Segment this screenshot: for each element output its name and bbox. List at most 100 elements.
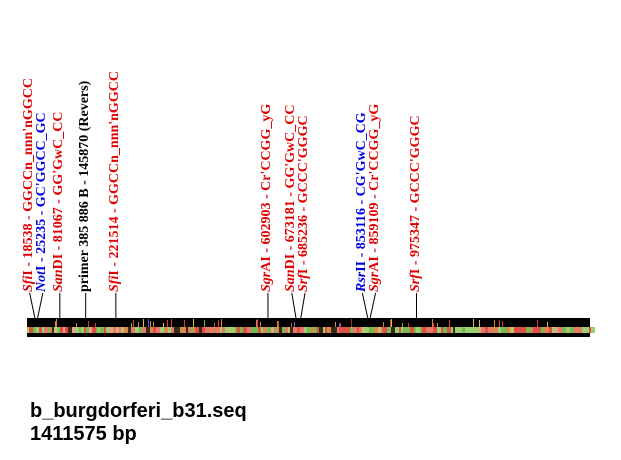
stripe-segment — [311, 327, 314, 333]
bar-feature-tick — [432, 319, 433, 327]
sequence-bar-lower-rule — [27, 333, 590, 337]
stripe-segment — [58, 327, 60, 333]
stripe-segment — [430, 327, 433, 333]
stripe-segment — [337, 327, 339, 333]
bar-feature-tick — [278, 321, 279, 327]
stripe-segment — [186, 327, 188, 333]
enzyme-site-label: SrfI - 975347 - GCCC'GGGC — [408, 115, 424, 292]
stripe-segment — [142, 327, 146, 333]
stripe-segment — [293, 327, 297, 333]
bar-feature-tick — [256, 320, 257, 327]
stripe-segment — [544, 327, 547, 333]
stripe-segment — [522, 327, 526, 333]
stripe-segment — [325, 327, 327, 333]
stripe-segment — [217, 327, 220, 333]
enzyme-name-italic: Sgr — [259, 271, 275, 292]
stripe-segment — [290, 327, 293, 333]
bar-feature-tick — [390, 320, 391, 327]
stripe-segment — [104, 327, 106, 333]
stripe-segment — [81, 327, 84, 333]
stripe-segment — [36, 327, 39, 333]
bar-feature-tick — [537, 320, 538, 327]
stripe-segment — [191, 327, 193, 333]
enzyme-site-label: SgrAI - 859109 - Cr'CCGG_yG — [367, 104, 383, 292]
stripe-segment — [488, 327, 490, 333]
stripe-segment — [195, 327, 199, 333]
bar-feature-tick — [167, 320, 168, 327]
stripe-segment — [100, 327, 104, 333]
enzyme-site-text: AI - 859109 - Cr'CCGG_yG — [367, 103, 383, 272]
stripe-segment — [378, 327, 381, 333]
stripe-segment — [582, 327, 586, 333]
enzyme-site-text: AI - 602903 - Cr'CCGG_yG — [259, 103, 275, 272]
stripe-segment — [514, 327, 518, 333]
stripe-segment — [505, 327, 507, 333]
stripe-segment — [533, 327, 536, 333]
pointer-line — [300, 292, 306, 319]
stripe-segment — [128, 327, 131, 333]
stripe-segment — [420, 327, 422, 333]
stripe-segment — [541, 327, 544, 333]
stripe-segment — [574, 327, 576, 333]
bar-feature-tick — [499, 320, 500, 327]
bar-feature-tick — [221, 319, 222, 327]
stripe-segment — [369, 327, 371, 333]
stripe-segment — [558, 327, 562, 333]
stripe-segment — [171, 327, 174, 333]
stripe-segment — [536, 327, 539, 333]
stripe-segment — [410, 327, 414, 333]
stripe-segment — [60, 327, 63, 333]
stripe-segment — [135, 327, 139, 333]
stripe-segment — [359, 327, 362, 333]
stripe-segment — [362, 327, 365, 333]
stripe-segment — [56, 327, 58, 333]
stripe-segment — [346, 327, 350, 333]
stripe-segment — [342, 327, 346, 333]
stripe-segment — [539, 327, 541, 333]
stripe-segment — [555, 327, 558, 333]
bar-feature-tick — [148, 319, 149, 327]
stripe-segment — [339, 327, 342, 333]
bar-feature-tick — [494, 320, 495, 327]
stripe-segment — [357, 327, 359, 333]
enzyme-site-text: I - 685236 - GCCC'GGGC — [296, 115, 312, 275]
stripe-segment — [288, 327, 290, 333]
stripe-segment — [591, 327, 595, 333]
bar-feature-tick — [55, 321, 56, 327]
stripe-segment — [465, 327, 469, 333]
stripe-segment — [156, 327, 160, 333]
stripe-segment — [507, 327, 510, 333]
stripe-segment — [235, 327, 237, 333]
bar-feature-tick — [131, 323, 132, 327]
sequence-name: b_burgdorferi_b31.seq — [30, 400, 247, 422]
bar-feature-tick — [335, 322, 336, 327]
stripe-segment — [65, 327, 68, 333]
bar-feature-tick — [502, 321, 503, 327]
bar-feature-tick — [383, 322, 384, 327]
stripe-segment — [72, 327, 75, 333]
stripe-segment — [279, 327, 282, 333]
stripe-segment — [498, 327, 501, 333]
stripe-segment — [331, 327, 335, 333]
stripe-segment — [27, 327, 29, 333]
stripe-segment — [407, 327, 410, 333]
stripe-segment — [416, 327, 420, 333]
stripe-segment — [518, 327, 522, 333]
stripe-segment — [437, 327, 441, 333]
bar-feature-tick — [340, 323, 341, 327]
enzyme-site-label: NotI - 25235 - GC'GGCC_GC — [34, 112, 50, 292]
stripe-segment — [168, 327, 171, 333]
enzyme-site-text: I - 975347 - GCCC'GGGC — [408, 115, 423, 275]
stripe-segment — [282, 327, 285, 333]
stripe-segment — [183, 327, 186, 333]
stripe-segment — [263, 327, 267, 333]
stripe-segment — [124, 327, 128, 333]
stripe-segment — [209, 327, 211, 333]
stripe-segment — [229, 327, 231, 333]
stripe-segment — [109, 327, 113, 333]
stripe-segment — [44, 327, 48, 333]
stripe-segment — [180, 327, 183, 333]
stripe-segment — [225, 327, 227, 333]
